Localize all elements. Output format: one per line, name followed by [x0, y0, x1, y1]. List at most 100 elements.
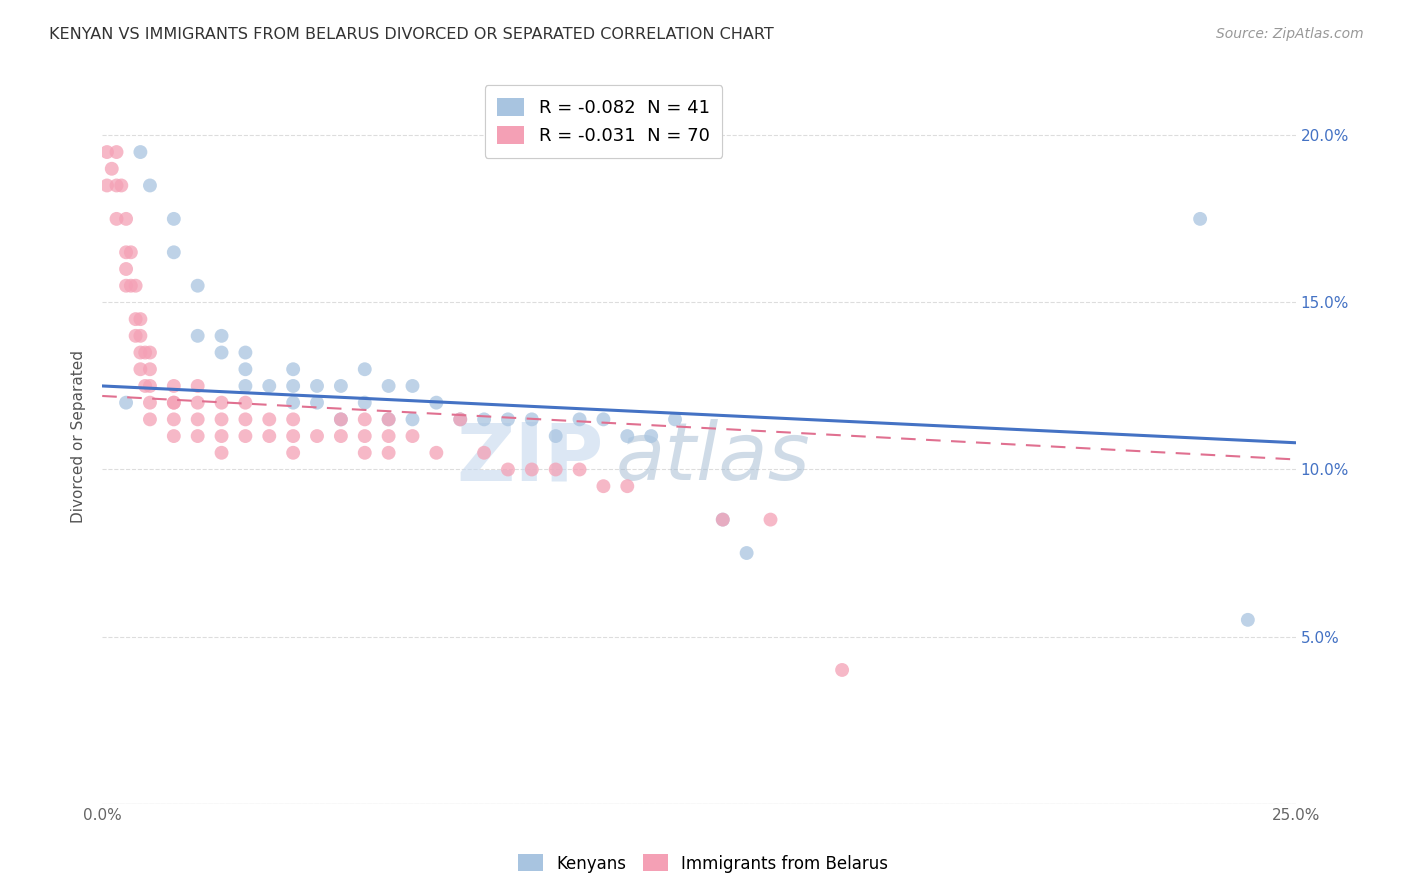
Point [187, 278, 209, 293]
Point [377, 446, 399, 460]
Point [124, 328, 146, 343]
Point [120, 278, 142, 293]
Point [163, 245, 186, 260]
Point [163, 379, 186, 393]
Point [449, 412, 471, 426]
Point [187, 328, 209, 343]
Point [139, 345, 162, 359]
Text: atlas: atlas [616, 419, 810, 497]
Point [353, 362, 375, 376]
Point [115, 245, 138, 260]
Point [520, 412, 543, 426]
Point [187, 429, 209, 443]
Point [129, 145, 152, 159]
Point [353, 395, 375, 409]
Point [305, 379, 328, 393]
Point [283, 446, 305, 460]
Point [129, 312, 152, 326]
Point [96, 145, 118, 159]
Point [129, 328, 152, 343]
Point [568, 462, 591, 476]
Point [616, 479, 638, 493]
Point [283, 362, 305, 376]
Point [120, 245, 142, 260]
Point [129, 345, 152, 359]
Point [129, 362, 152, 376]
Point [353, 412, 375, 426]
Point [283, 429, 305, 443]
Point [592, 412, 614, 426]
Point [329, 412, 352, 426]
Point [305, 429, 328, 443]
Point [110, 178, 132, 193]
Point [329, 429, 352, 443]
Text: Source: ZipAtlas.com: Source: ZipAtlas.com [1216, 27, 1364, 41]
Point [163, 412, 186, 426]
Point [211, 395, 233, 409]
Point [664, 412, 686, 426]
Point [139, 412, 162, 426]
Point [124, 278, 146, 293]
Point [640, 429, 662, 443]
Point [472, 446, 495, 460]
Point [377, 429, 399, 443]
Text: KENYAN VS IMMIGRANTS FROM BELARUS DIVORCED OR SEPARATED CORRELATION CHART: KENYAN VS IMMIGRANTS FROM BELARUS DIVORC… [49, 27, 773, 42]
Point [235, 362, 257, 376]
Point [425, 446, 447, 460]
Point [520, 462, 543, 476]
Point [735, 546, 758, 560]
Point [187, 395, 209, 409]
Point [401, 429, 423, 443]
Point [568, 412, 591, 426]
Point [211, 429, 233, 443]
Point [759, 513, 782, 527]
Point [544, 429, 567, 443]
Point [124, 312, 146, 326]
Point [496, 412, 519, 426]
Point [711, 513, 734, 527]
Point [259, 412, 281, 426]
Point [187, 412, 209, 426]
Point [139, 178, 162, 193]
Point [235, 345, 257, 359]
Point [211, 345, 233, 359]
Point [353, 446, 375, 460]
Point [235, 379, 257, 393]
Text: ZIP: ZIP [456, 419, 603, 497]
Point [425, 395, 447, 409]
Point [163, 395, 186, 409]
Point [115, 262, 138, 277]
Point [377, 412, 399, 426]
Point [1189, 211, 1212, 226]
Point [100, 161, 122, 176]
Legend: R = -0.082  N = 41, R = -0.031  N = 70: R = -0.082 N = 41, R = -0.031 N = 70 [485, 85, 723, 158]
Point [259, 379, 281, 393]
Point [449, 412, 471, 426]
Point [616, 429, 638, 443]
Point [283, 395, 305, 409]
Point [105, 145, 128, 159]
Point [329, 412, 352, 426]
Point [105, 178, 128, 193]
Point [235, 395, 257, 409]
Point [163, 429, 186, 443]
Point [259, 429, 281, 443]
Point [592, 479, 614, 493]
Point [235, 429, 257, 443]
Point [401, 412, 423, 426]
Point [211, 328, 233, 343]
Point [115, 395, 138, 409]
Point [96, 178, 118, 193]
Point [283, 412, 305, 426]
Point [235, 412, 257, 426]
Point [305, 395, 328, 409]
Point [163, 211, 186, 226]
Point [377, 379, 399, 393]
Point [377, 412, 399, 426]
Point [211, 446, 233, 460]
Point [115, 278, 138, 293]
Point [187, 379, 209, 393]
Point [139, 379, 162, 393]
Point [401, 379, 423, 393]
Point [115, 211, 138, 226]
